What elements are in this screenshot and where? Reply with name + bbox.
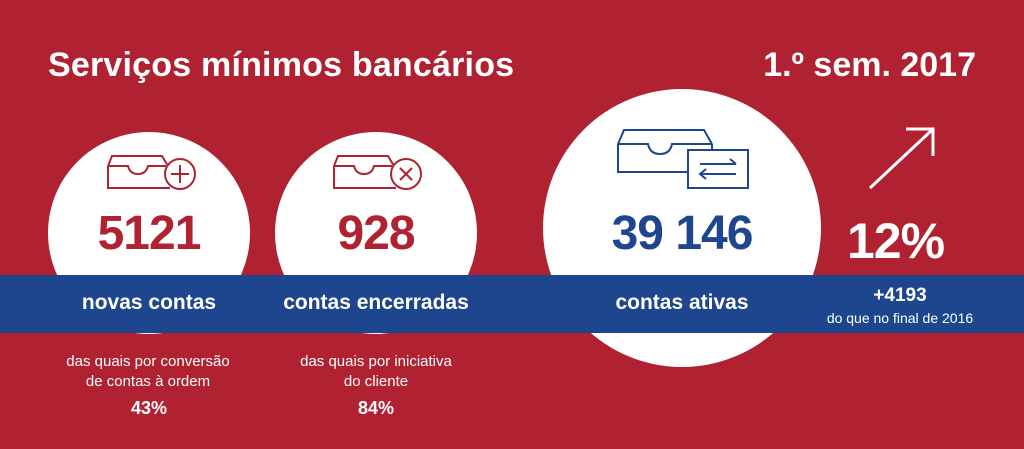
inbox-x-icon xyxy=(333,155,422,190)
growth-delta: +4193 xyxy=(873,285,927,306)
inbox-transfer-icon xyxy=(617,129,749,189)
label-band xyxy=(0,275,1024,333)
new-accounts-label: novas contas xyxy=(81,291,217,314)
closed-accounts-note-line1: das quais por iniciativa xyxy=(300,353,452,370)
closed-accounts-note-line2: do cliente xyxy=(343,373,409,390)
page-title: Serviços mínimos bancários xyxy=(48,46,515,84)
new-accounts-note-line1: das quais por conversão xyxy=(66,353,230,370)
closed-accounts-note: das quais por iniciativa do cliente xyxy=(266,352,486,392)
inbox-plus-icon xyxy=(107,155,196,190)
closed-accounts-note-pct: 84% xyxy=(357,398,395,418)
active-accounts-value: 39 146 xyxy=(611,207,754,260)
growth-percent: 12% xyxy=(847,213,945,269)
new-accounts-note-pct: 43% xyxy=(130,398,168,418)
new-accounts-note: das quais por conversão de contas à orde… xyxy=(40,352,256,392)
period-label: 1.º sem. 2017 xyxy=(763,46,976,84)
closed-accounts-label: contas encerradas xyxy=(283,291,469,314)
new-accounts-value: 5121 xyxy=(97,207,202,260)
new-accounts-note-line2: de contas à ordem xyxy=(85,373,211,390)
active-accounts-label: contas ativas xyxy=(615,291,749,314)
arrow-up-right-icon xyxy=(868,127,935,190)
closed-accounts-value: 928 xyxy=(337,207,415,260)
growth-delta-note: do que no final de 2016 xyxy=(826,310,974,326)
